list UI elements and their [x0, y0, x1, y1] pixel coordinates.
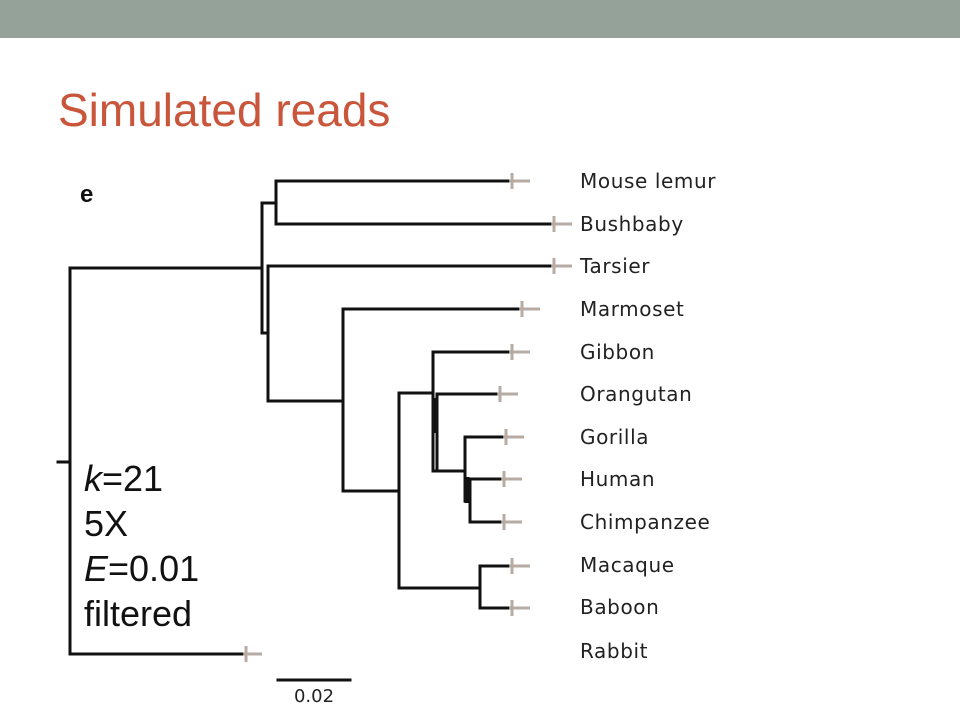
tip-marker-human: [502, 471, 522, 487]
taxon-labels: Mouse lemur Bushbaby Tarsier Marmoset Gi…: [579, 169, 716, 663]
taxon-label: Bushbaby: [580, 212, 684, 236]
param-k: k=21: [84, 456, 199, 501]
tip-marker-gibbon: [510, 344, 530, 360]
scale-bar: 0.02: [276, 678, 352, 707]
tip-marker-macaque: [510, 558, 530, 574]
taxon-label: Human: [580, 467, 655, 491]
tip-marker-orangutan: [498, 386, 518, 402]
tree-branches: [56, 179, 552, 656]
param-e-value: =0.01: [108, 548, 200, 589]
param-k-value: =21: [102, 458, 164, 499]
taxon-label: Rabbit: [580, 639, 648, 663]
parameters-block: k=21 5X E=0.01 filtered: [84, 456, 199, 636]
param-k-symbol: k: [84, 458, 102, 499]
tip-marker-baboon: [510, 600, 530, 616]
taxon-label: Gorilla: [580, 425, 649, 449]
slide-title: Simulated reads: [58, 84, 391, 136]
tip-marker-rabbit: [244, 646, 262, 662]
taxon-label: Marmoset: [580, 297, 684, 321]
tip-markers: [244, 173, 572, 662]
tip-marker-gorilla: [504, 429, 524, 445]
taxon-label: Orangutan: [580, 382, 692, 406]
taxon-label: Chimpanzee: [580, 510, 710, 534]
taxon-label: Tarsier: [579, 254, 650, 278]
scale-bar-label: 0.02: [294, 686, 334, 707]
taxon-label: Baboon: [580, 595, 659, 619]
param-e: E=0.01: [84, 546, 199, 591]
param-coverage: 5X: [84, 503, 129, 544]
taxon-label: Mouse lemur: [580, 169, 716, 193]
tip-marker-marmoset: [520, 301, 540, 317]
tip-marker-bushbaby: [552, 216, 572, 232]
header-bar: [0, 0, 960, 38]
taxon-label: Macaque: [580, 553, 675, 577]
tip-marker-chimpanzee: [502, 514, 522, 530]
param-filter: filtered: [84, 593, 193, 634]
taxon-label: Gibbon: [580, 340, 655, 364]
param-e-symbol: E: [84, 548, 109, 589]
tip-marker-tarsier: [552, 258, 572, 274]
panel-letter: e: [80, 181, 93, 208]
tip-marker-mouse-lemur: [510, 173, 530, 189]
